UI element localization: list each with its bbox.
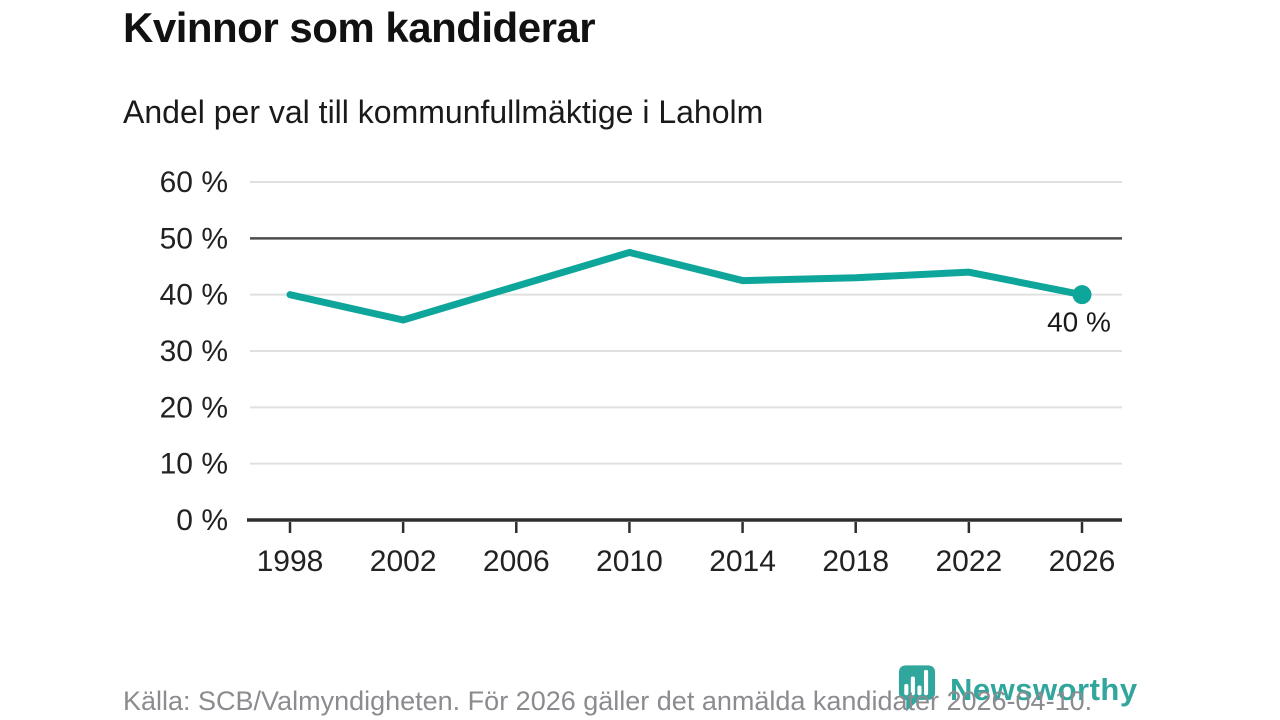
x-tick-label: 2002 [370, 545, 437, 578]
y-tick-label: 40 % [160, 279, 228, 312]
x-tick-label: 2026 [1049, 545, 1116, 578]
newsworthy-logo: Newsworthy [894, 663, 1138, 717]
newsworthy-wordmark: Newsworthy [950, 672, 1138, 707]
chart-subtitle: Andel per val till kommunfullmäktige i L… [123, 94, 764, 130]
y-tick-label: 50 % [160, 222, 228, 255]
end-point-label: 40 % [1047, 307, 1111, 338]
source-note: Källa: SCB/Valmyndigheten. För 2026 gäll… [123, 686, 1093, 716]
x-tick-label: 2006 [483, 545, 550, 578]
x-tick-label: 2010 [596, 545, 663, 578]
y-tick-label: 60 % [160, 166, 228, 199]
x-tick-label: 2022 [935, 545, 1002, 578]
newsworthy-logo-icon [898, 665, 936, 712]
y-tick-label: 10 % [160, 448, 228, 481]
chart-title: Kvinnor som kandiderar [123, 4, 596, 51]
data-line [286, 248, 1086, 324]
x-tick-label: 2014 [709, 545, 776, 578]
x-tick-label: 1998 [257, 545, 324, 578]
x-tick-label: 2018 [822, 545, 889, 578]
y-tick-label: 30 % [160, 335, 228, 368]
y-tick-label: 20 % [160, 391, 228, 424]
y-tick-label: 0 % [176, 504, 228, 537]
end-point-marker [1072, 285, 1092, 305]
